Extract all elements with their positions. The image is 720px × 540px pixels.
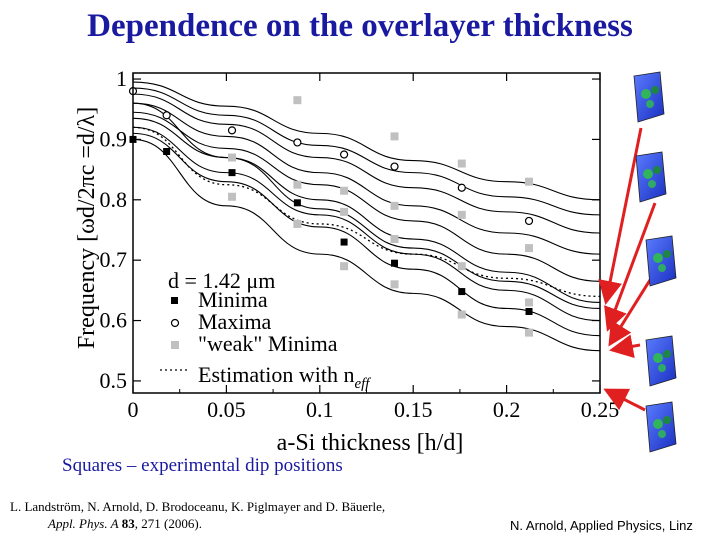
- y-tick-label-0: 0.5: [100, 368, 128, 393]
- pointer-arrow-2: [608, 271, 657, 347]
- field-map-thumbnail-3: [640, 332, 680, 394]
- data-points: [128, 87, 534, 337]
- arrows: [598, 127, 657, 412]
- x-tick-label-0: 0: [128, 397, 139, 422]
- theory-curve-8: [132, 102, 601, 310]
- maxima-point-5: [390, 162, 399, 171]
- maxima-point-1: [162, 111, 171, 120]
- legend-title: d = 1.42 μm: [168, 268, 275, 293]
- legend-marker-weak: [171, 341, 179, 349]
- theory-curve-6: [132, 126, 601, 322]
- estimation-curve: [132, 126, 601, 298]
- minima-point-6: [458, 288, 466, 296]
- theory-curve-2: [132, 93, 601, 234]
- legend-marker-maxima: [170, 318, 180, 328]
- reference-journal: Appl. Phys. A: [48, 516, 119, 531]
- field-map-thumbnail-0: [628, 68, 668, 130]
- y-axis-label: Frequency [ωd/2πc =d/λ]: [74, 107, 100, 349]
- weak-minima-point-1: [228, 192, 237, 201]
- reference-volume: 83: [121, 516, 135, 531]
- y-tick-label-1: 0.6: [100, 308, 128, 333]
- reference: L. Landström, N. Arnold, D. Brodoceanu, …: [10, 498, 385, 532]
- weak-minima-point-10: [390, 235, 399, 244]
- theory-curve-1: [132, 87, 601, 216]
- legend-label-estimation-subscript: eff: [354, 376, 371, 392]
- maxima-point-4: [339, 150, 349, 159]
- minima-point-7: [525, 307, 533, 315]
- weak-minima-point-13: [457, 210, 466, 219]
- weak-minima-point-18: [525, 298, 534, 307]
- theory-curve-4: [132, 111, 601, 282]
- minima-point-5: [391, 259, 399, 267]
- legend-marker-minima: [171, 297, 178, 304]
- minima-point-2: [228, 169, 236, 177]
- weak-minima-point-6: [340, 207, 349, 216]
- author-credit: N. Arnold, Applied Physics, Linz: [510, 518, 693, 533]
- weak-minima-point-12: [457, 159, 466, 168]
- legend-label-0: Minima: [198, 287, 268, 312]
- pointer-arrow-0: [598, 127, 643, 305]
- weak-minima-point-8: [390, 132, 399, 141]
- axes: 0 0.05 0.1 0.15 0.2 0.25 0.5 0.6 0.7 0.8 0.9 1: [100, 66, 620, 422]
- weak-minima-point-15: [457, 310, 466, 319]
- minima-point-4: [340, 238, 348, 246]
- field-map-thumbnail-1: [630, 148, 670, 210]
- y-tick-label-3: 0.8: [100, 187, 128, 212]
- maxima-point-2: [227, 126, 237, 135]
- theory-curve-9: [132, 138, 601, 352]
- weak-minima-point-16: [525, 177, 534, 186]
- weak-minima-point-3: [293, 180, 302, 189]
- weak-minima-point-5: [340, 186, 349, 195]
- minima-point-3: [293, 199, 301, 207]
- maxima-point-7: [524, 216, 534, 226]
- experimental-note: Squares – experimental dip positions: [62, 455, 343, 476]
- theory-curve-0: [132, 81, 601, 201]
- reference-citation: Appl. Phys. A 83, 271 (2006).: [10, 515, 385, 532]
- weak-minima-point-9: [390, 201, 399, 210]
- y-tick-label-5: 1: [116, 66, 127, 91]
- weak-minima-point-7: [340, 262, 349, 271]
- slide-title: Dependence on the overlayer thickness: [87, 8, 633, 44]
- field-map-thumbnail-2: [640, 232, 680, 294]
- legend-label-2: "weak" Minima: [198, 331, 338, 356]
- weak-minima-point-14: [457, 262, 466, 271]
- reference-pages: , 271 (2006).: [134, 516, 202, 531]
- reference-authors: L. Landström, N. Arnold, D. Brodoceanu, …: [10, 499, 386, 514]
- theory-curve-7: [132, 132, 601, 337]
- legend-label-1: Maxima: [198, 309, 272, 334]
- weak-minima-point-2: [293, 96, 302, 105]
- weak-minima-point-0: [228, 153, 237, 162]
- weak-minima-point-19: [525, 328, 534, 337]
- minima-point-1: [163, 147, 171, 155]
- x-tick-label-3: 0.15: [394, 397, 433, 422]
- y-tick-label-2: 0.7: [100, 247, 128, 272]
- pointer-arrow-3: [609, 334, 641, 359]
- weak-minima-point-4: [293, 219, 302, 228]
- y-tick-label-4: 0.9: [100, 126, 128, 151]
- maxima-point-3: [293, 138, 302, 147]
- x-tick-label-2: 0.1: [306, 397, 334, 422]
- weak-minima-point-11: [390, 280, 399, 289]
- pointer-arrow-1: [604, 202, 657, 332]
- x-tick-label-1: 0.05: [207, 397, 246, 422]
- maxima-point-6: [457, 183, 466, 192]
- x-axis-label: a-Si thickness [h/d]: [277, 430, 464, 456]
- weak-minima-point-17: [525, 244, 534, 253]
- theory-curve-3: [132, 102, 601, 255]
- x-tick-label-5: 0.25: [581, 397, 620, 422]
- legend-label-estimation: Estimation with neff: [198, 362, 371, 392]
- pointer-arrow-4: [603, 388, 646, 412]
- theory-curves: [132, 81, 601, 352]
- field-map-thumbnail-4: [640, 398, 680, 460]
- x-tick-label-4: 0.2: [493, 397, 521, 422]
